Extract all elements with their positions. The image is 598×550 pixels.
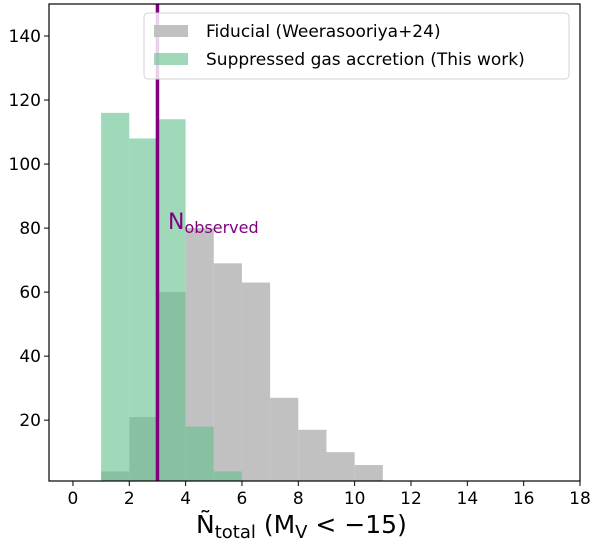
bar-series0-bin6 [241, 282, 271, 481]
bar-series1-bin4 [185, 426, 214, 481]
x-tick-label: 4 [180, 489, 191, 509]
x-tick-label: 8 [293, 489, 304, 509]
observed-annotation: Nobserved [168, 210, 259, 237]
bar-series0-bin9 [326, 452, 355, 481]
x-tick-label: 6 [237, 489, 248, 509]
legend-label: Suppressed gas accretion (This work) [206, 50, 525, 70]
bar-series1-bin2 [129, 138, 158, 481]
legend-label: Fiducial (Weerasooriya+24) [206, 22, 441, 42]
legend: Fiducial (Weerasooriya+24) Suppressed gas… [143, 12, 570, 80]
bar-series0-bin10 [354, 464, 383, 481]
x-tick-label: 10 [344, 489, 366, 509]
legend-swatch [154, 25, 188, 37]
bars-layer [101, 112, 383, 481]
y-tick-label: 100 [9, 155, 41, 175]
bar-series0-bin7 [270, 397, 299, 481]
x-axis-label: Ñtotal (MV < −15) [196, 509, 407, 543]
bar-series0-bin8 [298, 429, 327, 481]
axes-layer: 0 2 4 6 8 10 12 14 16 18 20 40 60 80 100 120 140 [9, 3, 591, 509]
legend-box [143, 12, 570, 80]
bar-series1-bin1 [101, 112, 130, 481]
x-tick-label: 18 [569, 489, 591, 509]
labels-layer: Nobserved Ñtotal (MV < −15) [168, 210, 407, 543]
x-tick-label: 16 [513, 489, 535, 509]
bar-series1-bin5 [213, 471, 242, 481]
y-tick-label: 40 [19, 347, 41, 367]
x-tick-label: 2 [124, 489, 135, 509]
x-tick-label: 0 [68, 489, 79, 509]
y-tick-label: 80 [19, 219, 41, 239]
y-tick-label: 60 [19, 283, 41, 303]
x-tick-label: 14 [457, 489, 479, 509]
y-tick-label: 120 [9, 91, 41, 111]
y-tick-label: 20 [19, 411, 41, 431]
plot-frame [48, 3, 581, 482]
x-tick-label: 12 [400, 489, 422, 509]
y-tick-label: 140 [9, 27, 41, 47]
bar-series0-bin5 [213, 263, 242, 481]
bar-series1-bin3 [157, 119, 186, 481]
legend-swatch [154, 53, 188, 65]
